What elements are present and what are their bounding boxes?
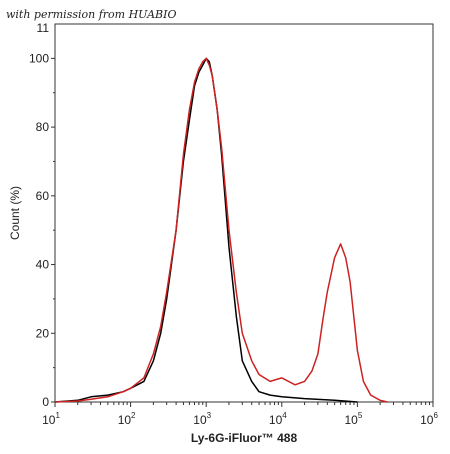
series-line-2 xyxy=(54,57,388,403)
y-tick-label: 100 xyxy=(29,51,49,65)
y-tick-label: 80 xyxy=(36,120,50,134)
watermark: with permission from HUABIO xyxy=(6,8,177,21)
x-axis: 101 102 103 104 105 106 xyxy=(42,402,438,427)
x-tick-label: 101 xyxy=(42,411,60,427)
y-tick-label: 60 xyxy=(36,189,50,203)
series-layer xyxy=(54,57,388,403)
y-tick-label: 40 xyxy=(36,258,50,272)
series-line-1 xyxy=(54,57,358,403)
y-tick-label: 20 xyxy=(36,326,50,340)
x-tick-label: 103 xyxy=(193,411,211,427)
y-axis: 0 20 40 60 80 100 11 xyxy=(29,21,55,409)
x-tick-label: 104 xyxy=(269,411,287,427)
y-tick-label-top: 11 xyxy=(37,21,50,35)
x-axis-label: Ly-6G-iFluor™ 488 xyxy=(191,431,298,445)
y-tick-label: 0 xyxy=(42,395,49,409)
plot-frame xyxy=(54,23,434,403)
y-axis-label: Count (%) xyxy=(8,186,22,240)
x-tick-label: 106 xyxy=(420,411,438,427)
x-tick-label: 102 xyxy=(118,411,136,427)
x-tick-label: 105 xyxy=(344,411,362,427)
